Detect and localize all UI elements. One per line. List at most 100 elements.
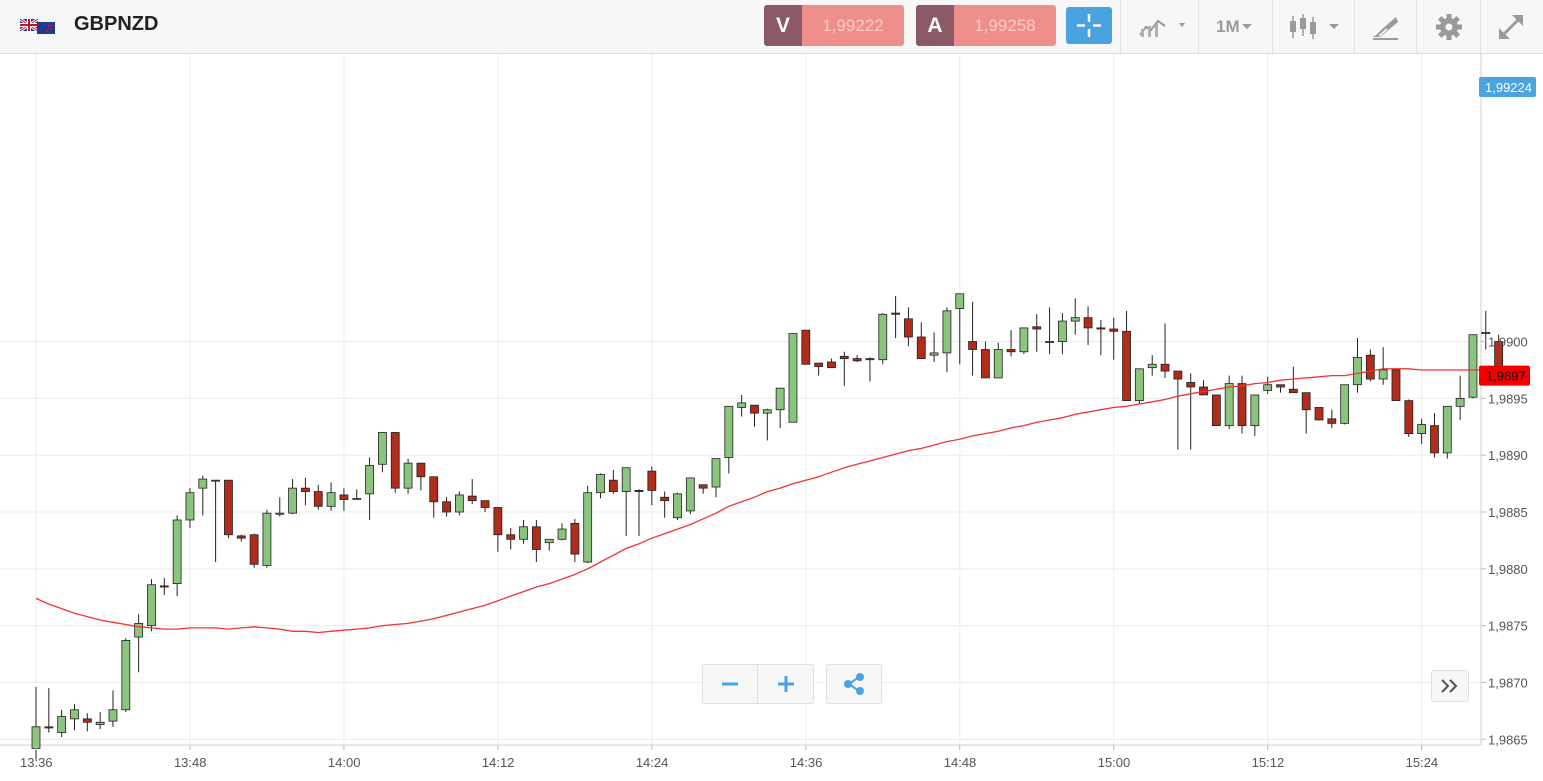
candle-up — [147, 584, 156, 627]
candle-down — [968, 341, 977, 350]
candle-up — [198, 478, 208, 489]
candle-down — [916, 336, 926, 359]
candle-up — [1045, 341, 1054, 343]
candle-down — [249, 534, 259, 565]
candle-up — [211, 479, 221, 482]
candle-up — [365, 465, 374, 495]
candle-up — [70, 709, 79, 720]
candle-up — [275, 512, 285, 515]
candle-down — [159, 585, 169, 588]
zoom-in-button[interactable] — [758, 665, 813, 703]
chevron-down-icon — [1241, 23, 1252, 29]
moving-average-badge — [1479, 365, 1530, 386]
price-tick-label: 1,9880 — [1488, 562, 1528, 577]
share-button[interactable] — [826, 664, 882, 704]
candle-down — [801, 329, 811, 365]
last-price-label: 1,99224 — [1485, 80, 1532, 95]
interval-selector[interactable]: 1M — [1216, 8, 1254, 45]
candle-down — [1083, 317, 1093, 329]
double-chevron-right-icon — [1441, 679, 1458, 693]
candle-up — [993, 349, 1003, 379]
sell-button[interactable]: V 1,99222 — [764, 5, 904, 46]
candle-up — [1417, 424, 1427, 434]
time-tick-label: 14:48 — [944, 755, 977, 770]
plus-icon — [778, 676, 794, 692]
candle-up — [326, 492, 336, 507]
time-tick-label: 13:48 — [174, 755, 207, 770]
candle-down — [1109, 328, 1119, 332]
candle-down — [506, 534, 516, 540]
candle-down — [1404, 400, 1414, 434]
candle-down — [416, 462, 426, 478]
candle-up — [1481, 332, 1491, 334]
candle-down — [339, 494, 349, 500]
candle-down — [224, 479, 233, 536]
price-tick-label: 1,9900 — [1488, 335, 1528, 350]
candle-down — [608, 479, 618, 492]
candle-up — [544, 538, 554, 544]
candle-up — [95, 721, 105, 725]
candle-down — [865, 358, 875, 361]
toolbar-divider — [1416, 0, 1417, 53]
candle-up — [583, 492, 593, 563]
candle-up — [557, 528, 567, 540]
fullscreen-button[interactable] — [1496, 8, 1526, 45]
candle-up — [955, 293, 965, 309]
candle-down — [442, 501, 451, 513]
toolbar-divider — [1198, 0, 1199, 53]
candle-down — [814, 362, 824, 367]
candle-down — [236, 535, 246, 539]
scroll-to-latest-button[interactable] — [1431, 670, 1469, 702]
gear-icon — [1436, 13, 1462, 40]
time-tick-label: 14:12 — [482, 755, 515, 770]
settings-button[interactable] — [1434, 8, 1464, 45]
drawing-tools-button[interactable] — [1370, 8, 1400, 45]
candle-down — [301, 487, 310, 492]
candle-up — [378, 432, 387, 465]
candle-down — [1314, 407, 1324, 421]
candle-down — [493, 507, 503, 536]
candle-down — [827, 361, 836, 369]
plot-background — [0, 54, 1543, 781]
candle-style-button[interactable] — [1288, 8, 1344, 45]
sell-label: V — [764, 5, 802, 46]
sell-price: 1,99222 — [802, 5, 904, 46]
share-icon — [844, 673, 864, 695]
price-chart[interactable]: 13:36 13:48 14:00 14:12 14:24 14:36 14:48 15:00… — [0, 54, 1543, 781]
candle-up — [1250, 394, 1260, 427]
chart-type-button[interactable] — [1138, 8, 1190, 45]
candle-up — [711, 458, 721, 488]
zoom-out-button[interactable] — [703, 665, 758, 703]
candle-up — [121, 640, 131, 711]
candle-down — [981, 349, 990, 379]
interval-label: 1M — [1216, 16, 1240, 36]
chart-toolbar: GBPNZD V 1,99222 A 1,99258 1M — [0, 0, 1543, 54]
candle-down — [44, 726, 54, 729]
candle-down — [531, 526, 541, 550]
candle-down — [1006, 349, 1016, 353]
chart-type-icon — [1139, 19, 1185, 37]
candle-up — [134, 622, 144, 638]
last-price-badge — [1479, 76, 1536, 97]
time-tick-label: 13:36 — [20, 755, 53, 770]
candle-down — [467, 495, 477, 502]
candle-up — [942, 310, 952, 354]
candle-down — [82, 718, 92, 723]
price-tick-label: 1,9875 — [1488, 619, 1528, 634]
candle-up — [454, 494, 464, 513]
time-tick-label: 14:24 — [636, 755, 669, 770]
candle-up — [673, 493, 682, 519]
flag-gb-nz-icon — [20, 17, 55, 34]
candle-down — [891, 312, 901, 315]
candle-up — [403, 462, 413, 489]
candle-down — [1160, 363, 1170, 372]
crosshair-button[interactable] — [1066, 7, 1112, 44]
price-tick-label: 1,9870 — [1488, 675, 1528, 690]
candle-down — [904, 318, 913, 338]
candle-up — [1340, 384, 1350, 424]
candle-up — [172, 519, 182, 585]
candle-down — [1122, 330, 1131, 402]
candle-up — [108, 709, 118, 722]
fullscreen-icon — [1498, 14, 1524, 39]
buy-button[interactable]: A 1,99258 — [916, 5, 1056, 46]
